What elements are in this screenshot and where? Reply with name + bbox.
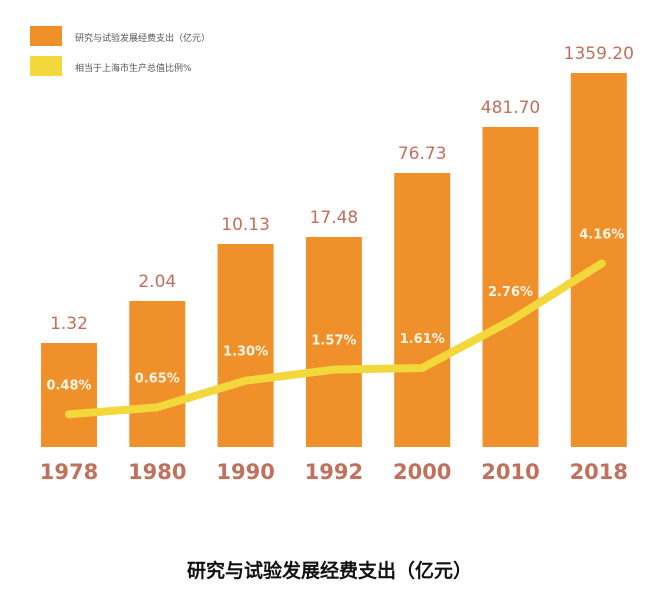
- bar-1978: [41, 343, 97, 447]
- bar-1992: [305, 237, 362, 447]
- x-tick-label: 2010: [481, 460, 539, 484]
- x-tick-label: 1980: [128, 460, 186, 484]
- line-point-label: 0.65%: [135, 371, 180, 386]
- legend-label-bar: 研究与试验发展经费支出（亿元）: [75, 34, 211, 44]
- bar-2000: [394, 173, 451, 447]
- ratio-line: [65, 259, 606, 419]
- bar-value-label: 2.04: [138, 272, 176, 292]
- bar-value-label: 10.13: [221, 215, 270, 235]
- bar-1990: [217, 244, 274, 447]
- bar-value-label: 481.70: [481, 98, 540, 118]
- bar-2010: [482, 127, 539, 447]
- legend-label-line: 相当于上海市生产总值比例%: [75, 64, 192, 74]
- x-tick-label: 1992: [305, 460, 363, 484]
- x-tick-label: 1990: [216, 460, 274, 484]
- x-tick-label: 1978: [40, 460, 98, 484]
- bar-value-label: 1.32: [50, 314, 88, 334]
- line-point-label: 4.16%: [579, 227, 624, 242]
- line-point-label: 1.30%: [223, 345, 268, 360]
- legend-swatch-line: [30, 56, 62, 76]
- x-tick-label: 2000: [393, 460, 451, 484]
- bar-value-label: 76.73: [398, 144, 447, 164]
- bar-value-label: 17.48: [310, 208, 359, 228]
- bar-value-label: 1359.20: [564, 44, 634, 64]
- chart-plot: 1.32 1978 2.04 1980 10.13 1990 17.48 1992 76.73 2…: [40, 44, 634, 484]
- line-point-label: 0.48%: [46, 378, 91, 393]
- x-tick-label: 2018: [570, 460, 628, 484]
- line-point-label: 1.61%: [400, 332, 445, 347]
- line-point-label: 1.57%: [311, 334, 356, 349]
- legend-swatch-bar: [30, 26, 62, 46]
- line-point-label: 2.76%: [488, 285, 533, 300]
- chart-title: 研究与试验发展经费支出（亿元）: [186, 560, 472, 582]
- bar-2018: [570, 73, 627, 447]
- bar-1980: [129, 301, 186, 447]
